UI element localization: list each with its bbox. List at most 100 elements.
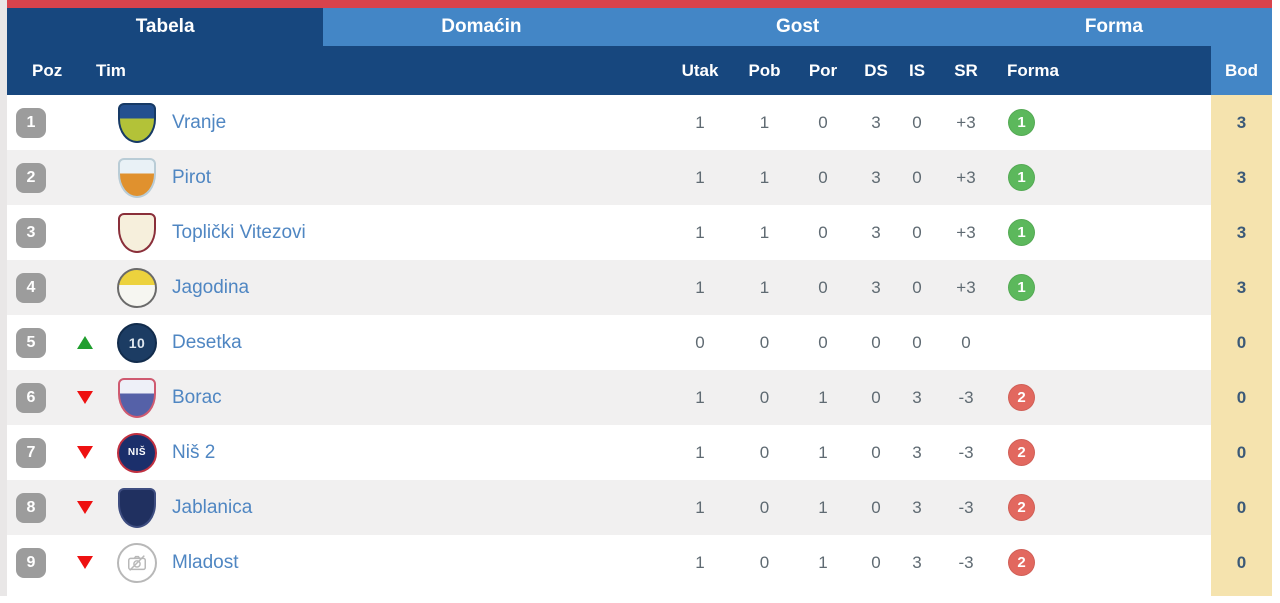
logo-cell [118,212,156,253]
logo-cell: NIŠ [117,432,157,473]
form-badge: 2 [1008,549,1035,576]
column-header-sr: SR [954,60,978,80]
tab-bar: Tabela Domaćin Gost Forma [7,8,1272,46]
cell-is: 3 [912,442,922,462]
movement-cell [77,445,93,460]
position-cell: 3 [7,217,59,248]
cell-por: 0 [818,112,828,132]
team-logo-text: NIŠ [127,447,147,458]
movement-cell [77,335,93,350]
team-logo: NIŠ [117,432,157,473]
table-row: 7 NIŠ Niš 2 1 0 1 0 3 -3 2 0 [7,425,1272,480]
table-row: 6 Borac 1 0 1 0 3 -3 2 0 [7,370,1272,425]
team-name[interactable]: Borac [172,386,222,408]
cell-is: 0 [912,112,922,132]
cell-sr: +3 [956,112,976,132]
movement-cell [77,226,93,240]
cell-is: 0 [912,167,922,187]
position-badge: 9 [16,547,46,578]
tab-gost[interactable]: Gost [775,16,820,37]
table-row: 9 Mladost 1 0 1 0 3 -3 2 0 [7,535,1272,590]
table-row: 4 Jagodina 1 1 0 3 0 +3 1 3 [7,260,1272,315]
cell-ds: 3 [871,222,881,242]
cell-utak: 1 [695,497,705,517]
table-row: 5 10 Desetka 0 0 0 0 0 0 0 [7,315,1272,370]
cell-utak: 1 [695,277,705,297]
cell-bod: 3 [1211,260,1272,315]
cell-ds: 0 [871,332,881,352]
cell-bod: 0 [1211,480,1272,535]
no-photo-camera-icon [128,554,146,571]
cell-pob: 1 [759,222,770,242]
form-badge: 2 [1008,384,1035,411]
cell-ds: 0 [871,387,881,407]
cell-pob: 0 [759,497,770,517]
cell-utak: 1 [695,387,705,407]
cell-por: 1 [818,552,828,572]
cell-ds: 3 [871,167,881,187]
team-name[interactable]: Niš 2 [172,441,216,463]
down-triangle-icon [77,445,93,459]
league-table: Tabela Domaćin Gost Forma Poz Tim Utak Pob … [7,0,1272,596]
cell-por: 0 [818,222,828,242]
cell-is: 0 [912,332,922,352]
cell-pob: 0 [759,387,770,407]
down-triangle-icon [77,555,93,569]
cell-pob: 1 [759,167,770,187]
cell-sr: +3 [956,277,976,297]
form-badge: 2 [1008,439,1035,466]
cell-utak: 1 [695,167,705,187]
team-name[interactable]: Jablanica [172,496,253,518]
cell-pob: 0 [759,332,770,352]
cell-sr: -3 [958,497,974,517]
cell-bod: 0 [1211,535,1272,590]
column-header-forma: Forma [1007,60,1059,80]
cell-bod: 3 [1211,150,1272,205]
form-badge: 1 [1008,274,1035,301]
team-name[interactable]: Toplički Vitezovi [172,221,306,243]
form-badge: 1 [1008,164,1035,191]
position-cell: 7 [7,437,59,468]
cell-utak: 1 [695,442,705,462]
forma-cell: 2 [1001,494,1211,521]
cell-bod: 0 [1211,315,1272,370]
team-logo [118,487,156,528]
logo-cell [118,157,156,198]
cell-sr: -3 [958,552,974,572]
forma-cell: 1 [1001,219,1211,246]
logo-cell: 10 [117,322,157,363]
table-row: 2 Pirot 1 1 0 3 0 +3 1 3 [7,150,1272,205]
team-name[interactable]: Mladost [172,551,239,573]
team-logo [118,157,156,198]
cell-sr: 0 [961,332,971,352]
team-name[interactable]: Pirot [172,166,212,188]
team-name[interactable]: Vranje [172,111,227,133]
cell-sr: -3 [958,387,974,407]
team-name[interactable]: Jagodina [172,276,250,298]
cell-pob: 0 [759,442,770,462]
column-header-is: IS [908,60,926,80]
cell-pob: 1 [759,112,770,132]
team-logo [118,102,156,143]
accent-top-bar [7,0,1272,8]
team-name[interactable]: Desetka [172,331,242,353]
column-header-tim: Tim [96,60,126,80]
position-cell: 5 [7,327,59,358]
movement-cell [77,555,93,570]
team-logo [117,542,157,583]
tab-forma[interactable]: Forma [1084,16,1143,37]
movement-cell [77,500,93,515]
position-badge: 5 [16,327,46,358]
position-cell: 9 [7,547,59,578]
cell-pob: 0 [759,552,770,572]
team-logo [118,377,156,418]
logo-cell [118,377,156,418]
cell-utak: 1 [695,222,705,242]
down-triangle-icon [77,500,93,514]
cell-is: 0 [912,222,922,242]
column-header-poz: Poz [32,60,63,80]
table-row: 1 Vranje 1 1 0 3 0 +3 1 3 [7,95,1272,150]
tab-tabela[interactable]: Tabela [7,8,324,46]
tab-doma-in[interactable]: Domaćin [441,16,522,37]
forma-cell: 1 [1001,109,1211,136]
